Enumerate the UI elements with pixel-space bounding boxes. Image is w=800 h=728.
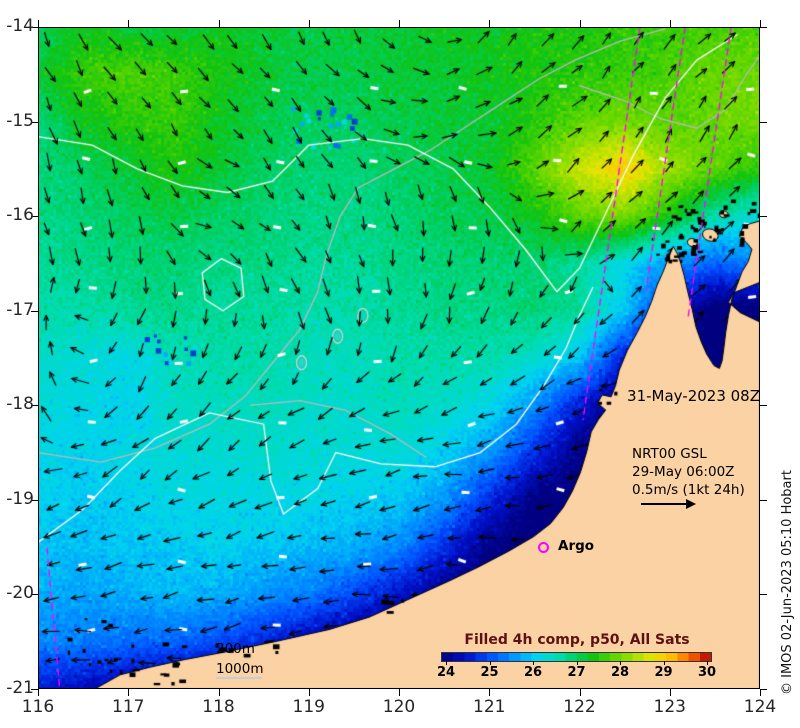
isobath-1000m-label: 1000m xyxy=(216,661,264,677)
y-tick-mark xyxy=(31,121,38,123)
x-tick-mark xyxy=(128,20,130,27)
isobath-200m-label: 200m xyxy=(216,641,255,657)
y-tick-label: -18 xyxy=(6,394,34,415)
colorbar-tick-mark xyxy=(663,661,665,665)
y-tick-label: -15 xyxy=(6,110,34,131)
vector-legend-line2: 29-May 06:00Z xyxy=(632,464,735,480)
y-tick-mark xyxy=(31,27,38,28)
y-tick-mark xyxy=(760,405,767,407)
vector-legend-line3: 0.5m/s (1kt 24h) xyxy=(632,482,745,498)
y-tick-label: -19 xyxy=(6,488,34,509)
colorbar-tick-mark xyxy=(620,661,621,665)
x-tick-mark xyxy=(38,20,39,27)
colorbar-tick-label: 24 xyxy=(436,665,456,680)
y-tick-mark xyxy=(31,405,38,407)
x-tick-mark xyxy=(128,689,130,696)
x-tick-label: 118 xyxy=(202,697,235,717)
colorbar-tick-label: 29 xyxy=(654,665,673,680)
x-tick-mark xyxy=(38,689,39,696)
x-tick-mark xyxy=(399,689,400,696)
y-tick-mark xyxy=(760,310,767,312)
y-tick-mark xyxy=(760,689,767,690)
y-tick-mark xyxy=(31,216,38,218)
y-tick-mark xyxy=(760,27,767,28)
y-tick-mark xyxy=(760,121,767,123)
x-tick-mark xyxy=(399,20,400,27)
x-tick-mark xyxy=(579,20,581,27)
colorbar-tick-mark xyxy=(533,661,534,665)
x-tick-mark xyxy=(218,20,220,27)
x-tick-mark xyxy=(579,689,581,696)
colorbar-tick-mark xyxy=(446,661,447,665)
colorbar-tick-mark xyxy=(707,661,708,665)
colorbar-tick-label: 26 xyxy=(523,665,543,680)
x-tick-label: 124 xyxy=(743,697,777,717)
colorbar-title: Filled 4h comp, p50, All Sats xyxy=(464,632,690,648)
colorbar-tick-mark xyxy=(576,661,578,665)
colorbar-tick-label: 30 xyxy=(697,665,717,680)
colorbar-tick-label: 27 xyxy=(567,665,586,680)
x-tick-label: 119 xyxy=(292,697,325,717)
y-tick-mark xyxy=(760,216,767,218)
y-tick-label: -21 xyxy=(6,678,34,698)
y-tick-mark xyxy=(760,594,767,596)
x-tick-label: 123 xyxy=(653,697,686,717)
scale-arrow xyxy=(641,499,696,509)
vector-legend: NRT00 GSL 29-May 06:00Z 0.5m/s (1kt 24h) xyxy=(632,445,745,499)
x-tick-mark xyxy=(218,689,220,696)
analysis-date-label: 31-May-2023 08Z xyxy=(627,387,760,405)
y-tick-mark xyxy=(760,499,767,501)
x-tick-label: 120 xyxy=(382,697,416,717)
y-tick-label: -14 xyxy=(6,16,34,36)
x-tick-label: 117 xyxy=(112,697,145,717)
copyright-text: © IMOS 02-Jun-2023 05:10 Hobart xyxy=(780,470,795,695)
colorbar-tick-mark xyxy=(489,661,491,665)
colorbar-tick-label: 25 xyxy=(480,665,499,680)
y-tick-mark xyxy=(31,499,38,501)
x-tick-mark xyxy=(308,20,310,27)
x-tick-label: 122 xyxy=(563,697,596,717)
argo-marker-icon xyxy=(538,542,549,553)
y-tick-label: -17 xyxy=(6,299,34,320)
y-tick-mark xyxy=(31,310,38,312)
isobath-legend: 200m 1000m xyxy=(216,639,264,679)
argo-label: Argo xyxy=(558,538,595,554)
x-tick-mark xyxy=(308,689,310,696)
x-tick-mark xyxy=(669,20,671,27)
x-tick-mark xyxy=(489,689,491,696)
x-tick-label: 121 xyxy=(473,697,506,717)
y-tick-label: -20 xyxy=(6,583,34,604)
y-tick-mark xyxy=(31,689,38,690)
colorbar-tick-label: 28 xyxy=(610,665,630,680)
x-tick-mark xyxy=(669,689,671,696)
y-tick-mark xyxy=(31,594,38,596)
x-tick-mark xyxy=(489,20,491,27)
x-tick-mark xyxy=(760,689,761,696)
sst-map-canvas xyxy=(38,27,760,689)
y-tick-label: -16 xyxy=(6,205,34,226)
x-tick-mark xyxy=(760,20,761,27)
vector-legend-line1: NRT00 GSL xyxy=(632,446,707,462)
isobath-1000m-line-sample xyxy=(216,677,262,679)
x-tick-label: 116 xyxy=(21,697,55,717)
